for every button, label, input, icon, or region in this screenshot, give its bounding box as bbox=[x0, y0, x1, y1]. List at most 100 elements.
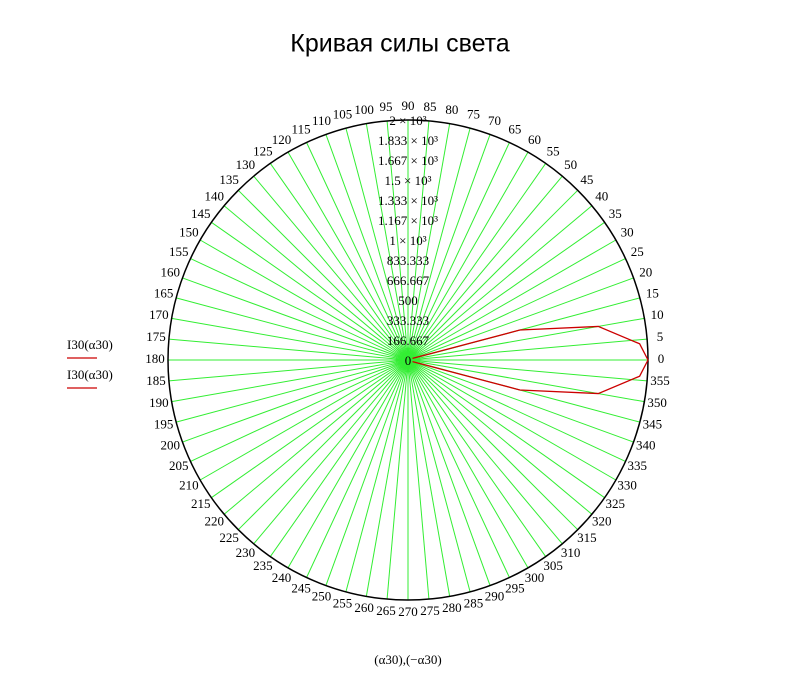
r-tick-label: 500 bbox=[398, 293, 418, 308]
grid-spoke bbox=[168, 338, 409, 361]
angle-tick-label: 70 bbox=[488, 113, 501, 128]
angle-tick-label: 90 bbox=[402, 98, 415, 113]
angle-tick-label: 50 bbox=[564, 157, 577, 172]
grid-spoke bbox=[171, 317, 409, 361]
grid-spoke bbox=[407, 277, 634, 361]
angle-tick-label: 60 bbox=[528, 132, 541, 147]
r-tick-label: 1.333 × 10³ bbox=[378, 193, 438, 208]
angle-tick-label: 80 bbox=[445, 102, 458, 117]
angle-tick-label: 245 bbox=[291, 580, 311, 595]
grid-spoke bbox=[407, 123, 451, 361]
r-tick-label: 1.167 × 10³ bbox=[378, 213, 438, 228]
grid-spoke bbox=[190, 258, 409, 361]
angle-tick-label: 40 bbox=[595, 188, 608, 203]
angle-tick-label: 225 bbox=[219, 530, 239, 545]
angle-tick-label: 165 bbox=[154, 286, 174, 301]
angle-tick-label: 215 bbox=[191, 496, 211, 511]
grid-spoke bbox=[269, 163, 409, 361]
legend-label: I30(α30) bbox=[67, 367, 113, 382]
angle-tick-label: 270 bbox=[398, 604, 418, 619]
grid-spoke bbox=[325, 134, 409, 361]
angle-tick-label: 105 bbox=[333, 107, 353, 122]
angle-tick-label: 320 bbox=[592, 514, 612, 529]
grid-spoke bbox=[407, 359, 451, 597]
grid-spoke bbox=[407, 317, 645, 361]
angle-tick-label: 335 bbox=[628, 458, 648, 473]
grid-spoke bbox=[407, 205, 593, 361]
r-tick-label: 666.667 bbox=[387, 273, 430, 288]
angle-tick-label: 145 bbox=[191, 206, 211, 221]
grid-spoke bbox=[407, 134, 491, 361]
angle-tick-label: 65 bbox=[508, 122, 521, 137]
angle-tick-label: 260 bbox=[354, 600, 374, 615]
angle-tick-label: 250 bbox=[312, 589, 332, 604]
angle-tick-label: 25 bbox=[631, 244, 644, 259]
angle-tick-label: 110 bbox=[312, 113, 331, 128]
r-tick-label: 2 × 10³ bbox=[389, 113, 426, 128]
grid-spoke bbox=[306, 142, 409, 361]
grid-spoke bbox=[237, 359, 409, 531]
grid-spoke bbox=[199, 359, 409, 481]
angle-tick-label: 325 bbox=[605, 496, 625, 511]
grid-spoke bbox=[386, 120, 409, 361]
angle-tick-label: 115 bbox=[292, 122, 311, 137]
grid-spoke bbox=[182, 277, 409, 361]
r-tick-label: 1.5 × 10³ bbox=[385, 173, 432, 188]
grid-spoke bbox=[407, 359, 634, 443]
angle-tick-label: 355 bbox=[650, 373, 670, 388]
angle-tick-label: 95 bbox=[379, 99, 392, 114]
grid-spoke bbox=[407, 359, 645, 403]
r-tick-label: 1 × 10³ bbox=[389, 233, 426, 248]
grid-spoke bbox=[223, 359, 409, 515]
angle-tick-label: 190 bbox=[149, 395, 169, 410]
angle-tick-label: 100 bbox=[354, 102, 374, 117]
grid-spoke bbox=[223, 205, 409, 361]
grid-spoke bbox=[176, 297, 409, 361]
angle-tick-label: 235 bbox=[253, 558, 273, 573]
grid-spoke bbox=[407, 151, 529, 361]
angle-tick-label: 315 bbox=[577, 530, 597, 545]
r-tick-label: 166.667 bbox=[387, 333, 430, 348]
angle-tick-label: 130 bbox=[236, 157, 256, 172]
grid-spoke bbox=[211, 359, 409, 499]
angle-tick-label: 170 bbox=[149, 307, 169, 322]
angle-tick-label: 195 bbox=[154, 416, 174, 431]
angle-tick-label: 295 bbox=[505, 580, 525, 595]
angle-tick-label: 125 bbox=[253, 144, 273, 159]
angle-tick-label: 350 bbox=[647, 395, 667, 410]
grid-spoke bbox=[407, 359, 593, 515]
grid-spoke bbox=[365, 359, 409, 597]
center-dot bbox=[401, 353, 415, 367]
grid-spoke bbox=[407, 359, 605, 499]
grid-spoke bbox=[407, 120, 430, 361]
grid-spoke bbox=[407, 359, 617, 481]
angle-tick-label: 15 bbox=[646, 286, 659, 301]
grid-spoke bbox=[306, 359, 409, 578]
grid-spoke bbox=[345, 128, 409, 361]
angle-tick-label: 5 bbox=[657, 329, 664, 344]
grid-spoke bbox=[407, 258, 626, 361]
angle-tick-label: 55 bbox=[547, 144, 560, 159]
r-tick-label: 1.833 × 10³ bbox=[378, 133, 438, 148]
grid-spoke bbox=[407, 359, 648, 382]
angle-tick-label: 0 bbox=[658, 351, 665, 366]
angle-tick-label: 305 bbox=[543, 558, 563, 573]
grid-spoke bbox=[407, 142, 510, 361]
angle-tick-label: 230 bbox=[236, 545, 256, 560]
angle-tick-label: 330 bbox=[617, 477, 637, 492]
angle-tick-label: 310 bbox=[561, 545, 581, 560]
chart-title: Кривая силы света bbox=[290, 30, 510, 58]
angle-tick-label: 185 bbox=[146, 373, 166, 388]
grid-spoke bbox=[253, 175, 409, 361]
grid-spoke bbox=[407, 338, 648, 361]
angle-tick-label: 290 bbox=[485, 589, 505, 604]
grid-spoke bbox=[269, 359, 409, 557]
grid-spoke bbox=[407, 359, 626, 462]
grid-spoke bbox=[190, 359, 409, 462]
angle-tick-label: 205 bbox=[169, 458, 189, 473]
angle-tick-label: 35 bbox=[609, 206, 622, 221]
angle-tick-label: 210 bbox=[179, 477, 199, 492]
r-tick-label: 333.333 bbox=[387, 313, 429, 328]
angle-tick-label: 255 bbox=[333, 595, 353, 610]
